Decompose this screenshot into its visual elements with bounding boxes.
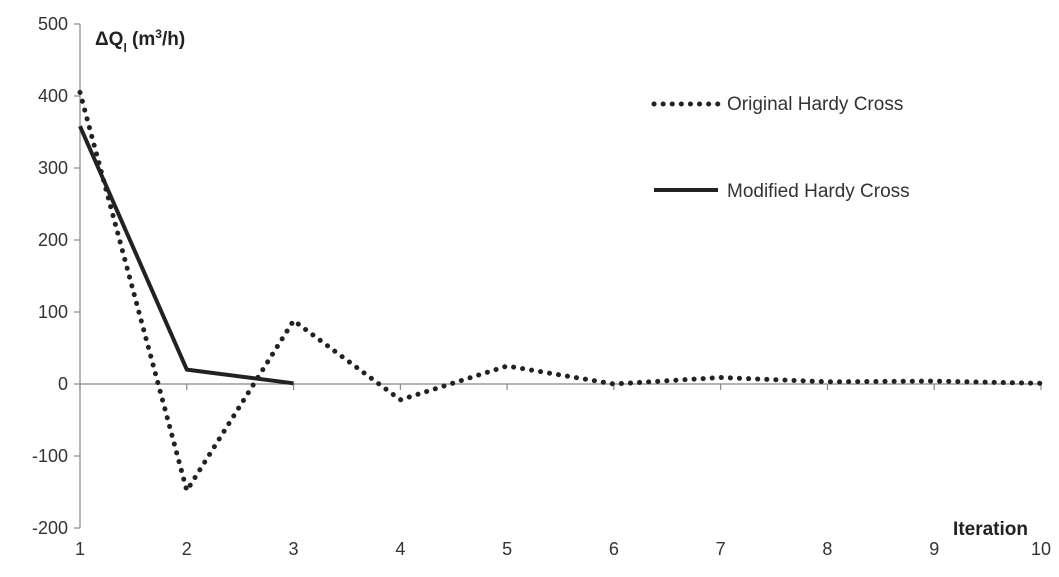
y-tick-label: 400: [38, 86, 68, 106]
x-tick-label: 9: [929, 539, 939, 559]
x-tick-label: 4: [395, 539, 405, 559]
y-tick-label: 500: [38, 14, 68, 34]
x-axis-title: Iteration: [953, 519, 1028, 540]
y-tick-label: 200: [38, 230, 68, 250]
x-tick-label: 1: [75, 539, 85, 559]
y-axis-title: ΔQl (m3/h): [95, 27, 185, 55]
x-axis: 1 2 3 4 5 6 7 8 9 10: [75, 383, 1051, 559]
x-tick-label: 7: [716, 539, 726, 559]
y-tick-label: 100: [38, 302, 68, 322]
legend-label-original-hardy-cross: Original Hardy Cross: [727, 94, 903, 115]
x-tick-label: 3: [289, 539, 299, 559]
x-tick-label: 6: [609, 539, 619, 559]
y-tick-label: 300: [38, 158, 68, 178]
series-line-original-hardy-cross: [77, 89, 1044, 494]
x-tick-label: 2: [182, 539, 192, 559]
series-line-modified-hardy-cross: [78, 125, 294, 386]
legend: Original Hardy Cross Modified Hardy Cros…: [651, 94, 910, 202]
series-layer: [77, 89, 1044, 494]
y-axis: -200 -100 0 100 200 300 400 500: [32, 14, 81, 538]
y-tick-label: -100: [32, 446, 68, 466]
x-tick-label: 10: [1031, 539, 1051, 559]
x-tick-label: 8: [822, 539, 832, 559]
y-tick-label: -200: [32, 518, 68, 538]
y-tick-label: 0: [58, 374, 68, 394]
x-tick-label: 5: [502, 539, 512, 559]
legend-label-modified-hardy-cross: Modified Hardy Cross: [727, 181, 910, 202]
